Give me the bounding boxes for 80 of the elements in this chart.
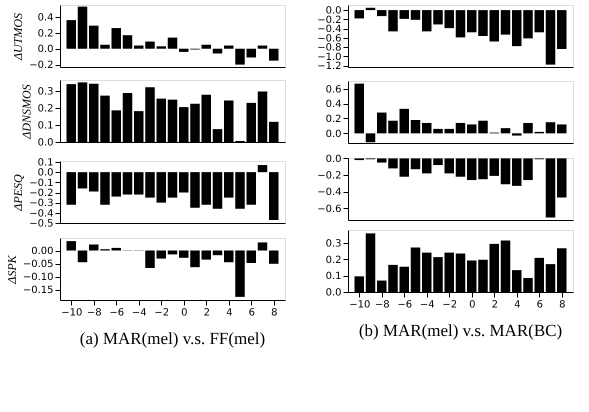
y-tick-label: 0.1 bbox=[326, 271, 342, 282]
bar bbox=[354, 84, 364, 134]
y-tick-label: −1.2 bbox=[317, 61, 342, 72]
y-tick-label: 0.0 bbox=[326, 128, 342, 140]
bar bbox=[224, 46, 234, 49]
y-tick-label: −0.6 bbox=[317, 204, 342, 215]
x-tick-label: 4 bbox=[514, 300, 520, 310]
y-tick-label: −1.0 bbox=[317, 52, 342, 63]
y-tick-label: 0.0 bbox=[326, 6, 342, 17]
y-tick-label: 0.2 bbox=[38, 104, 54, 115]
bar bbox=[179, 48, 188, 52]
y-tick-label: 0.0 bbox=[326, 288, 342, 298]
bar bbox=[269, 48, 278, 61]
bar bbox=[66, 241, 76, 251]
bar bbox=[89, 244, 98, 251]
x-tick-label: −4 bbox=[420, 300, 435, 310]
y-tick-label: −0.1 bbox=[29, 178, 54, 189]
bar bbox=[168, 38, 178, 49]
bar bbox=[78, 250, 88, 262]
y-tick-label: −0.2 bbox=[317, 14, 342, 26]
y-tick-label: −0.10 bbox=[22, 272, 54, 284]
x-tick-label: 0 bbox=[181, 308, 188, 318]
x-tick-label: −8 bbox=[374, 300, 390, 310]
y-tick-label: −0.4 bbox=[317, 187, 342, 198]
x-tick-label: −10 bbox=[349, 300, 370, 310]
y-tick-label: −0.2 bbox=[317, 170, 342, 182]
y-tick-label: 0.0 bbox=[38, 138, 54, 148]
x-tick-label: −4 bbox=[132, 308, 147, 318]
y-tick-label: −0.15 bbox=[22, 285, 54, 296]
y-tick-label: −0.2 bbox=[29, 188, 54, 200]
y-tick-label: 0.1 bbox=[38, 120, 54, 132]
y-tick-label: −0.4 bbox=[317, 24, 342, 36]
x-tick-label: 6 bbox=[536, 300, 543, 310]
x-tick-label: 6 bbox=[248, 308, 255, 318]
x-tick-label: 2 bbox=[492, 300, 498, 310]
x-tick-label: 8 bbox=[271, 308, 278, 318]
y-tick-label: −0.2 bbox=[29, 60, 54, 72]
y-tick-label: −0.3 bbox=[29, 198, 54, 210]
x-tick-label: 2 bbox=[204, 308, 210, 318]
x-tick-label: 4 bbox=[226, 308, 232, 318]
y-axis-title: ΔDNSMOS bbox=[20, 84, 34, 140]
bar bbox=[258, 46, 268, 49]
y-tick-label: 0.00 bbox=[31, 246, 54, 258]
text: (a) MAR(mel) v.s. FF(mel) bbox=[80, 329, 266, 348]
bar bbox=[377, 112, 386, 134]
y-tick-label: −0.4 bbox=[29, 208, 54, 220]
x-tick-label: −6 bbox=[109, 308, 124, 318]
x-tick-label: −10 bbox=[61, 308, 82, 318]
y-tick-label: 0.0 bbox=[38, 168, 54, 179]
y-tick-label: 0.6 bbox=[326, 84, 342, 96]
y-tick-label: 0.3 bbox=[326, 238, 342, 250]
bar bbox=[202, 44, 211, 49]
text: (b) MAR(mel) v.s. MAR(BC) bbox=[358, 321, 562, 340]
y-tick-label: 0.3 bbox=[38, 86, 54, 98]
y-tick-label: 0.1 bbox=[38, 158, 54, 169]
y-tick-label: 0.2 bbox=[326, 114, 342, 125]
x-tick-label: 8 bbox=[559, 300, 566, 310]
bar bbox=[212, 48, 222, 54]
bar bbox=[269, 250, 278, 264]
x-tick-label: −2 bbox=[154, 308, 170, 318]
y-tick-label: −0.8 bbox=[317, 42, 342, 54]
x-tick-label: −6 bbox=[397, 300, 412, 310]
y-axis-title: ΔUTMOS bbox=[11, 12, 26, 62]
y-tick-label: −0.6 bbox=[317, 33, 342, 44]
y-axis-title: ΔPESQ bbox=[11, 174, 26, 212]
y-tick-label: 0.0 bbox=[326, 154, 342, 165]
y-tick-label: 0.4 bbox=[38, 12, 54, 24]
y-axis-title: ΔSPK bbox=[4, 254, 19, 285]
bar bbox=[258, 242, 268, 251]
bar bbox=[500, 128, 510, 134]
y-tick-label: 0.0 bbox=[38, 44, 54, 56]
y-tick-label: 0.4 bbox=[326, 99, 342, 110]
x-tick-label: 0 bbox=[469, 300, 476, 310]
x-tick-label: −8 bbox=[86, 308, 102, 318]
y-tick-label: −0.5 bbox=[29, 218, 54, 230]
y-tick-label: 0.2 bbox=[326, 254, 342, 266]
y-tick-label: 0.2 bbox=[38, 28, 54, 40]
y-tick-label: −0.05 bbox=[22, 259, 54, 270]
x-tick-label: −2 bbox=[442, 300, 458, 310]
bar bbox=[66, 20, 76, 49]
